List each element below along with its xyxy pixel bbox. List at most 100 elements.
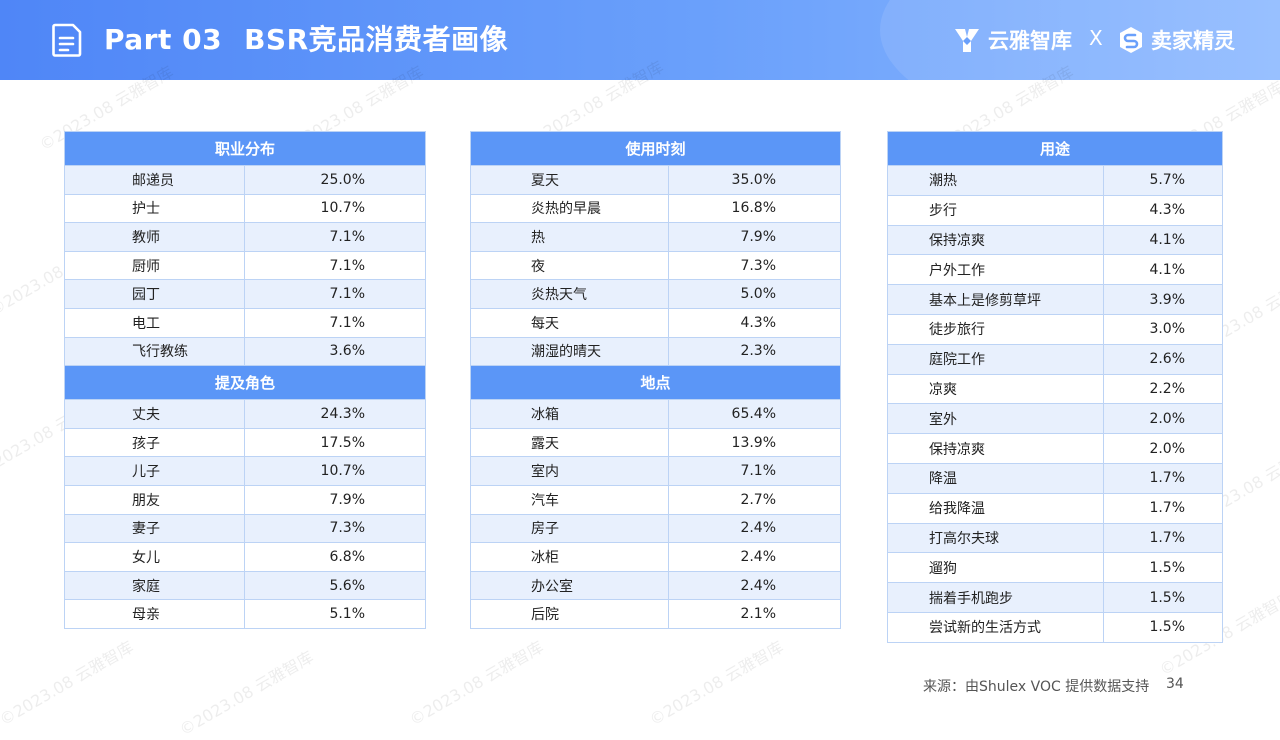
- header-banner: Part 03 BSR竞品消费者画像 云雅智库 X 卖家精灵: [0, 0, 1280, 80]
- row-percentage: 2.3%: [667, 336, 842, 367]
- row-percentage: 10.7%: [243, 193, 427, 224]
- row-percentage: 5.1%: [243, 599, 427, 629]
- row-percentage: 7.3%: [243, 513, 427, 544]
- row-label: 热: [470, 222, 669, 252]
- row-label: 母亲: [64, 599, 245, 629]
- table-row: 潮热 5.7%: [887, 165, 1224, 196]
- table-row: 保持凉爽 4.1%: [887, 224, 1224, 256]
- table-row: 潮湿的晴天 2.3%: [470, 336, 842, 367]
- table-row: 园丁 7.1%: [64, 279, 427, 309]
- table-row: 尝试新的生活方式 1.5%: [887, 611, 1224, 643]
- data-source-note: 来源：由Shulex VOC 提供数据支持: [923, 679, 1150, 695]
- row-label: 凉爽: [887, 373, 1104, 405]
- row-label: 夜: [470, 250, 669, 281]
- row-label: 电工: [64, 307, 245, 338]
- table-row: 遛狗 1.5%: [887, 552, 1224, 584]
- row-percentage: 65.4%: [667, 399, 842, 429]
- table-row: 每天 4.3%: [470, 307, 842, 338]
- row-percentage: 1.7%: [1102, 462, 1224, 494]
- row-percentage: 13.9%: [667, 427, 842, 458]
- row-label: 保持凉爽: [887, 433, 1104, 464]
- row-percentage: 5.0%: [667, 279, 842, 309]
- watermark: ©2023.08 云雅智库: [646, 637, 787, 730]
- row-percentage: 1.7%: [1102, 492, 1224, 524]
- row-percentage: 3.0%: [1102, 313, 1224, 345]
- yunya-logo-icon: [955, 29, 979, 52]
- row-percentage: 4.1%: [1102, 224, 1224, 256]
- occupation-roles-table: 职业分布 邮递员 25.0% 护士 10.7% 教师 7.1% 厨师 7.1% 园丁 7.1% 电工 7…: [63, 131, 427, 629]
- table-row: 飞行教练 3.6%: [64, 336, 427, 367]
- row-label: 保持凉爽: [887, 224, 1104, 256]
- row-percentage: 7.1%: [243, 250, 427, 281]
- row-percentage: 7.3%: [667, 250, 842, 281]
- part-label: Part 03: [104, 23, 223, 56]
- row-percentage: 1.7%: [1102, 522, 1224, 554]
- row-label: 家庭: [64, 570, 245, 601]
- row-label: 每天: [470, 307, 669, 338]
- row-percentage: 7.1%: [243, 222, 427, 252]
- table-row: 孩子 17.5%: [64, 427, 427, 458]
- row-label: 潮热: [887, 165, 1104, 196]
- row-label: 女儿: [64, 542, 245, 572]
- row-percentage: 7.1%: [667, 456, 842, 486]
- watermark: ©2023.08 云雅智库: [0, 637, 137, 730]
- title-text: BSR竞品消费者画像: [244, 23, 509, 56]
- table-row: 冰柜 2.4%: [470, 542, 842, 572]
- usage-time-header: 使用时刻: [469, 131, 842, 166]
- roles-header: 提及角色: [63, 365, 427, 401]
- row-label: 炎热天气: [470, 279, 669, 309]
- table-row: 给我降温 1.7%: [887, 492, 1224, 524]
- row-label: 遛狗: [887, 552, 1104, 584]
- row-label: 基本上是修剪草坪: [887, 284, 1104, 315]
- table-row: 保持凉爽 2.0%: [887, 433, 1224, 464]
- table-row: 邮递员 25.0%: [64, 165, 427, 195]
- row-percentage: 35.0%: [667, 165, 842, 195]
- purpose-header: 用途: [886, 131, 1224, 166]
- table-row: 后院 2.1%: [470, 599, 842, 629]
- row-label: 揣着手机跑步: [887, 582, 1104, 613]
- row-label: 冰柜: [470, 542, 669, 572]
- row-percentage: 2.4%: [667, 542, 842, 572]
- table-row: 厨师 7.1%: [64, 250, 427, 281]
- table-row: 夜 7.3%: [470, 250, 842, 281]
- document-icon: [52, 23, 82, 57]
- table-row: 炎热天气 5.0%: [470, 279, 842, 309]
- table-row: 凉爽 2.2%: [887, 373, 1224, 405]
- row-label: 妻子: [64, 513, 245, 544]
- sellersprite-logo-icon: [1120, 27, 1142, 53]
- purpose-table: 用途 潮热 5.7% 步行 4.3% 保持凉爽 4.1% 户外工作 4.1% 基本上是修剪草坪 3.…: [886, 131, 1224, 643]
- row-percentage: 7.1%: [243, 279, 427, 309]
- row-label: 冰箱: [470, 399, 669, 429]
- row-label: 教师: [64, 222, 245, 252]
- row-percentage: 2.1%: [667, 599, 842, 629]
- row-label: 徒步旅行: [887, 313, 1104, 345]
- row-percentage: 4.3%: [667, 307, 842, 338]
- row-percentage: 7.9%: [243, 484, 427, 515]
- table-row: 教师 7.1%: [64, 222, 427, 252]
- row-percentage: 17.5%: [243, 427, 427, 458]
- table-row: 庭院工作 2.6%: [887, 343, 1224, 375]
- row-label: 步行: [887, 194, 1104, 226]
- table-row: 步行 4.3%: [887, 194, 1224, 226]
- header-decoration: [880, 0, 1280, 80]
- row-percentage: 5.7%: [1102, 165, 1224, 196]
- row-percentage: 1.5%: [1102, 552, 1224, 584]
- occupation-header: 职业分布: [63, 131, 427, 166]
- table-row: 室外 2.0%: [887, 403, 1224, 435]
- row-label: 房子: [470, 513, 669, 544]
- row-percentage: 2.6%: [1102, 343, 1224, 375]
- watermark: ©2023.08 云雅智库: [406, 637, 547, 730]
- table-row: 儿子 10.7%: [64, 456, 427, 486]
- row-label: 炎热的早晨: [470, 193, 669, 224]
- row-label: 室内: [470, 456, 669, 486]
- table-row: 热 7.9%: [470, 222, 842, 252]
- row-label: 儿子: [64, 456, 245, 486]
- table-row: 打高尔夫球 1.7%: [887, 522, 1224, 554]
- row-percentage: 6.8%: [243, 542, 427, 572]
- row-percentage: 2.4%: [667, 513, 842, 544]
- row-percentage: 2.7%: [667, 484, 842, 515]
- row-label: 潮湿的晴天: [470, 336, 669, 367]
- row-percentage: 2.2%: [1102, 373, 1224, 405]
- watermark: ©2023.08 云雅智库: [176, 647, 317, 740]
- row-percentage: 16.8%: [667, 193, 842, 224]
